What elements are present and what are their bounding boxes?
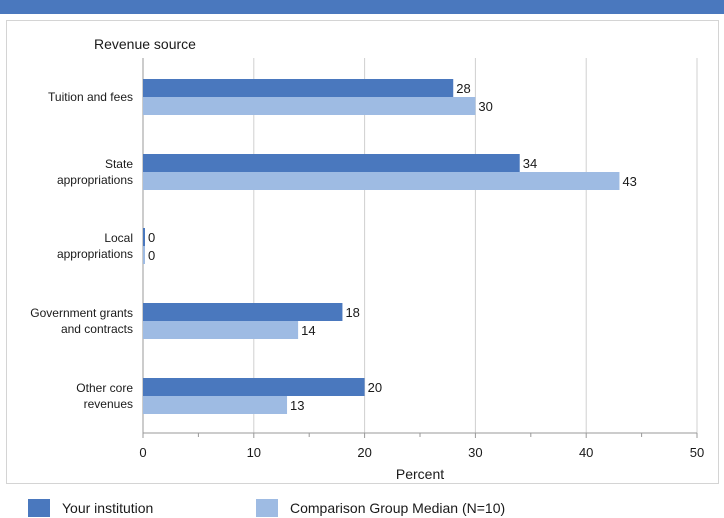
legend-item-comparison-group: Comparison Group Median (N=10) xyxy=(256,498,505,518)
bar-comparison-group xyxy=(143,396,288,414)
bar-comparison-group xyxy=(143,246,145,264)
bar-your-institution xyxy=(143,303,343,321)
data-label: 0 xyxy=(148,248,155,263)
bar-your-institution xyxy=(143,154,520,172)
x-tick-label: 10 xyxy=(247,445,261,460)
category-label: Government grants xyxy=(30,306,133,320)
data-label: 20 xyxy=(368,380,382,395)
category-label: appropriations xyxy=(57,247,133,261)
legend-swatch-your-institution xyxy=(28,499,50,517)
category-label: Other core xyxy=(76,381,133,395)
bar-comparison-group xyxy=(143,172,620,190)
legend-label-comparison-group: Comparison Group Median (N=10) xyxy=(290,500,506,516)
x-tick-label: 40 xyxy=(579,445,593,460)
x-tick-label: 0 xyxy=(139,445,146,460)
x-tick-label: 50 xyxy=(690,445,704,460)
category-label: Local xyxy=(104,231,133,245)
bar-comparison-group xyxy=(143,321,299,339)
x-tick-label: 30 xyxy=(468,445,482,460)
category-label: revenues xyxy=(84,397,133,411)
category-label: appropriations xyxy=(57,173,133,187)
data-label: 13 xyxy=(290,398,304,413)
data-label: 28 xyxy=(456,81,470,96)
legend-item-your-institution: Your institution xyxy=(28,498,153,518)
bar-your-institution xyxy=(143,378,365,396)
category-label: Tuition and fees xyxy=(48,90,133,104)
data-label: 14 xyxy=(301,323,315,338)
bar-your-institution xyxy=(143,79,454,97)
legend-swatch-comparison-group xyxy=(256,499,278,517)
revenue-source-chart: 0 10 20 30 40 50 Revenue source Percent Tuition … xyxy=(30,36,704,482)
legend-label-your-institution: Your institution xyxy=(62,500,154,516)
data-label: 30 xyxy=(478,99,492,114)
header-bar xyxy=(0,0,724,14)
y-axis-title: Revenue source xyxy=(94,36,196,52)
category-label: State xyxy=(105,157,133,171)
bar-comparison-group xyxy=(143,97,476,115)
chart-panel xyxy=(6,20,719,484)
x-axis-title: Percent xyxy=(396,466,444,482)
category-label: and contracts xyxy=(61,322,133,336)
x-tick-label: 20 xyxy=(357,445,371,460)
data-label: 34 xyxy=(523,156,537,171)
data-label: 43 xyxy=(622,174,636,189)
bar-your-institution xyxy=(143,228,145,246)
data-label: 18 xyxy=(345,305,359,320)
chart-legend: Your institution Comparison Group Median… xyxy=(0,484,724,518)
data-label: 0 xyxy=(148,230,155,245)
